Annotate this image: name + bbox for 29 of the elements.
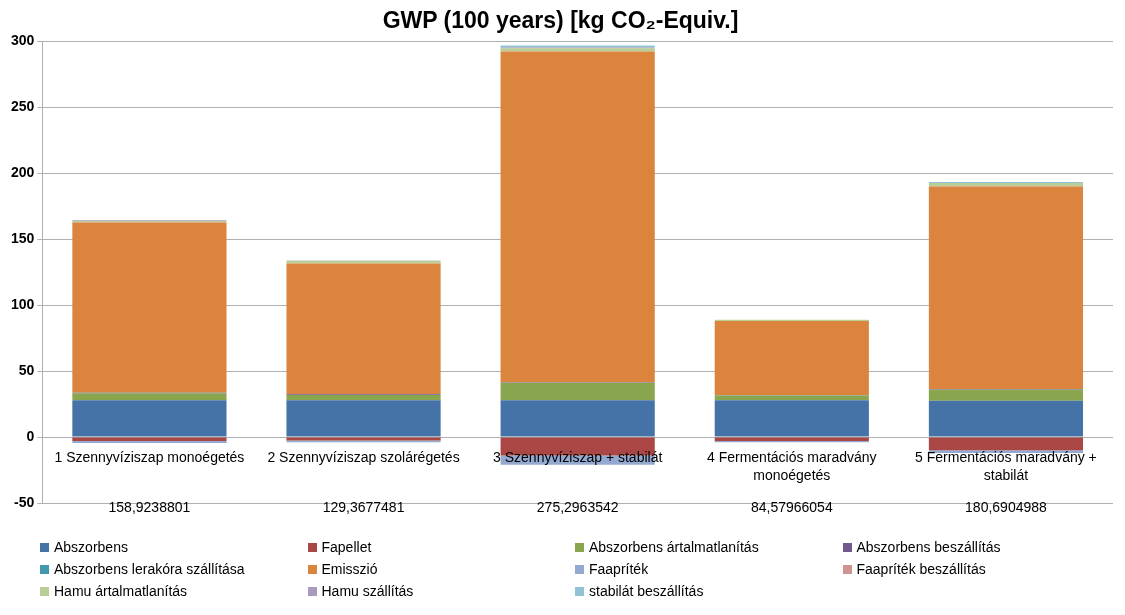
legend-label: Fapellet <box>321 539 372 555</box>
legend-label: Abszorbens <box>54 539 128 555</box>
legend-label: Faapríték <box>589 561 649 577</box>
annotation: 129,3677481 <box>322 498 405 515</box>
legend-label: Abszorbens lerakóra szállítása <box>54 561 245 577</box>
annotation: 180,6904988 <box>965 498 1048 515</box>
annotation: 275,2963542 <box>536 498 619 515</box>
x-tick-label: 2 Szennyvíziszap szolárégetés <box>267 448 460 465</box>
x-tick-label: 5 Fermentációs maradvány + stabilát <box>915 448 1097 483</box>
y-tick-label: -50 <box>14 493 35 510</box>
legend-label: Abszorbens ártalmatlanítás <box>589 539 759 555</box>
y-tick-label: 200 <box>11 164 35 181</box>
annotation: 158,9238801 <box>108 498 191 515</box>
y-tick-label: 250 <box>11 98 35 115</box>
chart-title: GWP (100 years) [kg CO₂-Equiv.] <box>382 7 739 34</box>
legend-label: stabilát beszállítás <box>589 583 704 599</box>
legend-label: Faapríték beszállítás <box>856 561 986 577</box>
y-tick-label: 150 <box>11 230 35 247</box>
legend-label: Abszorbens beszállítás <box>856 539 1001 555</box>
y-tick-label: 0 <box>26 427 35 444</box>
y-tick-label: 50 <box>18 362 35 379</box>
y-tick-label: 100 <box>11 296 35 313</box>
legend-label: Emisszió <box>321 561 378 577</box>
legend-label: Hamu ártalmatlanítás <box>54 583 188 599</box>
x-tick-label: 4 Fermentációs maradvány monoégetés <box>706 448 877 483</box>
x-tick-label: 1 Szennyvíziszap monoégetés <box>54 448 245 465</box>
y-tick-label: 300 <box>11 32 35 49</box>
legend-label: Hamu szállítás <box>321 583 414 599</box>
annotation: 84,57966054 <box>750 498 833 515</box>
